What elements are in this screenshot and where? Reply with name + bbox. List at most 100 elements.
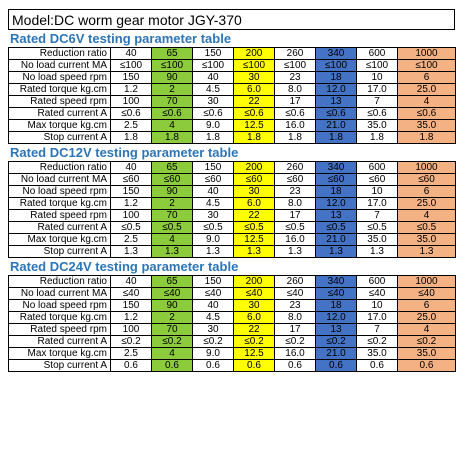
section-title: Rated DC24V testing parameter table <box>10 259 239 274</box>
value-cell: 150 <box>110 185 152 198</box>
value-cell: 65 <box>151 161 193 174</box>
table-row: Rated speed rpm 100 70 30 22 17 13 7 4 <box>8 209 456 222</box>
value-cell: 30 <box>233 185 275 198</box>
value-cell: 7 <box>356 95 398 108</box>
value-cell: 0.6 <box>315 359 357 372</box>
value-cell: 6 <box>397 185 456 198</box>
value-cell: ≤0.6 <box>274 107 316 120</box>
value-cell: 4 <box>397 323 456 336</box>
value-cell: ≤60 <box>356 173 398 186</box>
value-cell: ≤40 <box>274 287 316 300</box>
value-cell: ≤0.6 <box>151 107 193 120</box>
row-label: Rated speed rpm <box>8 209 111 222</box>
value-cell: 16.0 <box>274 119 316 132</box>
value-cell: 1.8 <box>110 131 152 144</box>
value-cell: 10 <box>356 299 398 312</box>
value-cell: ≤0.6 <box>233 107 275 120</box>
value-cell: ≤0.5 <box>356 221 398 234</box>
value-cell: 17.0 <box>356 83 398 96</box>
value-cell: 150 <box>110 71 152 84</box>
value-cell: 100 <box>110 209 152 222</box>
value-cell: ≤40 <box>192 287 234 300</box>
table-row: Rated current A ≤0.2 ≤0.2 ≤0.2 ≤0.2 ≤0.2 ≤0.2 ≤… <box>8 335 456 348</box>
value-cell: ≤100 <box>397 59 456 72</box>
value-cell: 22 <box>233 209 275 222</box>
value-cell: 12.5 <box>233 233 275 246</box>
row-label: Reduction ratio <box>8 47 111 60</box>
value-cell: 1.2 <box>110 197 152 210</box>
value-cell: 35.0 <box>356 233 398 246</box>
value-cell: ≤100 <box>233 59 275 72</box>
table-row: No load speed rpm 150 90 40 30 23 18 10 6 <box>8 71 456 84</box>
table-row: Max torque kg.cm 2.5 4 9.0 12.5 16.0 21.0 35.0 3… <box>8 119 456 132</box>
value-cell: 21.0 <box>315 347 357 360</box>
value-cell: 25.0 <box>397 197 456 210</box>
row-label: Rated torque kg.cm <box>8 311 111 324</box>
value-cell: ≤40 <box>110 287 152 300</box>
value-cell: 6 <box>397 71 456 84</box>
value-cell: 4.5 <box>192 311 234 324</box>
row-label: Max torque kg.cm <box>8 119 111 132</box>
value-cell: ≤0.5 <box>233 221 275 234</box>
value-cell: 1.8 <box>151 131 193 144</box>
table-row: Rated torque kg.cm 1.2 2 4.5 6.0 8.0 12.0 17.0 2… <box>8 311 456 324</box>
value-cell: 18 <box>315 185 357 198</box>
table-row: Reduction ratio 40 65 150 200 260 340 600 1000 <box>8 47 456 60</box>
value-cell: 10 <box>356 71 398 84</box>
row-label: No load speed rpm <box>8 299 111 312</box>
row-label: No load current MA <box>8 287 111 300</box>
value-cell: ≤0.2 <box>315 335 357 348</box>
value-cell: ≤0.5 <box>274 221 316 234</box>
sections-container: Rated DC6V testing parameter table Reduct… <box>8 30 456 372</box>
row-label: Rated current A <box>8 107 111 120</box>
value-cell: 1.2 <box>110 311 152 324</box>
value-cell: ≤0.5 <box>110 221 152 234</box>
value-cell: 100 <box>110 323 152 336</box>
value-cell: ≤60 <box>192 173 234 186</box>
row-label: Reduction ratio <box>8 275 111 288</box>
value-cell: 0.6 <box>192 359 234 372</box>
value-cell: ≤0.2 <box>151 335 193 348</box>
value-cell: 1.3 <box>315 245 357 258</box>
value-cell: 10 <box>356 185 398 198</box>
value-cell: 23 <box>274 71 316 84</box>
table-row: Rated speed rpm 100 70 30 22 17 13 7 4 <box>8 95 456 108</box>
value-cell: ≤0.2 <box>192 335 234 348</box>
value-cell: 21.0 <box>315 119 357 132</box>
value-cell: 200 <box>233 161 275 174</box>
value-cell: 1.3 <box>192 245 234 258</box>
value-cell: 0.6 <box>356 359 398 372</box>
value-cell: 2 <box>151 197 193 210</box>
value-cell: 100 <box>110 95 152 108</box>
value-cell: ≤40 <box>356 287 398 300</box>
value-cell: 6.0 <box>233 83 275 96</box>
value-cell: 150 <box>192 275 234 288</box>
value-cell: 4 <box>151 119 193 132</box>
value-cell: 4 <box>397 95 456 108</box>
value-cell: ≤0.6 <box>397 107 456 120</box>
value-cell: 2.5 <box>110 233 152 246</box>
row-label: Stop current A <box>8 245 111 258</box>
value-cell: 600 <box>356 275 398 288</box>
value-cell: 35.0 <box>397 119 456 132</box>
table-row: No load current MA ≤60 ≤60 ≤60 ≤60 ≤60 ≤60 ≤60 ≤… <box>8 173 456 186</box>
row-label: No load speed rpm <box>8 185 111 198</box>
value-cell: 1.3 <box>233 245 275 258</box>
value-cell: 150 <box>192 161 234 174</box>
value-cell: 40 <box>192 299 234 312</box>
value-cell: 1.2 <box>110 83 152 96</box>
value-cell: 0.6 <box>233 359 275 372</box>
value-cell: 35.0 <box>356 119 398 132</box>
value-cell: 1.3 <box>110 245 152 258</box>
value-cell: 260 <box>274 275 316 288</box>
value-cell: 340 <box>315 47 357 60</box>
value-cell: 8.0 <box>274 311 316 324</box>
value-cell: 18 <box>315 299 357 312</box>
table-row: No load speed rpm 150 90 40 30 23 18 10 6 <box>8 299 456 312</box>
value-cell: 13 <box>315 95 357 108</box>
value-cell: 340 <box>315 275 357 288</box>
row-label: Rated current A <box>8 221 111 234</box>
value-cell: 4 <box>397 209 456 222</box>
value-cell: 23 <box>274 185 316 198</box>
row-label: Stop current A <box>8 359 111 372</box>
